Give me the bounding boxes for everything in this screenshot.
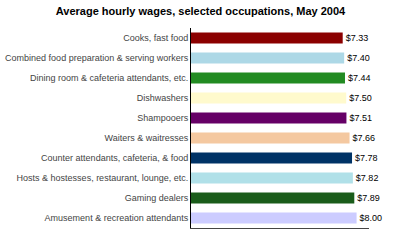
svg-text:$8.00: $8.00 bbox=[360, 213, 383, 223]
svg-text:Dishwashers: Dishwashers bbox=[137, 93, 189, 103]
svg-text:Amusement & recreation attenda: Amusement & recreation attendants bbox=[45, 213, 189, 223]
svg-text:$7.66: $7.66 bbox=[353, 133, 376, 143]
svg-text:Shampooers: Shampooers bbox=[137, 113, 189, 123]
svg-text:$7.50: $7.50 bbox=[349, 93, 372, 103]
svg-text:$7.89: $7.89 bbox=[357, 193, 380, 203]
svg-text:$7.40: $7.40 bbox=[347, 53, 370, 63]
svg-text:Counter attendants, cafeteria,: Counter attendants, cafeteria, & food bbox=[41, 153, 188, 163]
svg-text:$7.44: $7.44 bbox=[348, 73, 371, 83]
svg-text:$7.51: $7.51 bbox=[349, 113, 372, 123]
svg-text:Cooks, fast food: Cooks, fast food bbox=[123, 33, 188, 43]
svg-text:$7.78: $7.78 bbox=[355, 153, 378, 163]
svg-text:Gaming dealers: Gaming dealers bbox=[125, 193, 189, 203]
svg-text:Waiters & waitresses: Waiters & waitresses bbox=[105, 133, 189, 143]
svg-text:Average hourly wages, selected: Average hourly wages, selected occupatio… bbox=[56, 5, 346, 17]
svg-text:Hosts & hostesses, restaurant,: Hosts & hostesses, restaurant, lounge, e… bbox=[17, 173, 189, 183]
svg-text:$7.82: $7.82 bbox=[356, 173, 379, 183]
svg-text:Combined food preparation & se: Combined food preparation & serving work… bbox=[5, 53, 189, 63]
svg-text:$7.33: $7.33 bbox=[346, 33, 369, 43]
svg-text:Dining room & cafeteria attend: Dining room & cafeteria attendants, etc. bbox=[30, 73, 188, 83]
